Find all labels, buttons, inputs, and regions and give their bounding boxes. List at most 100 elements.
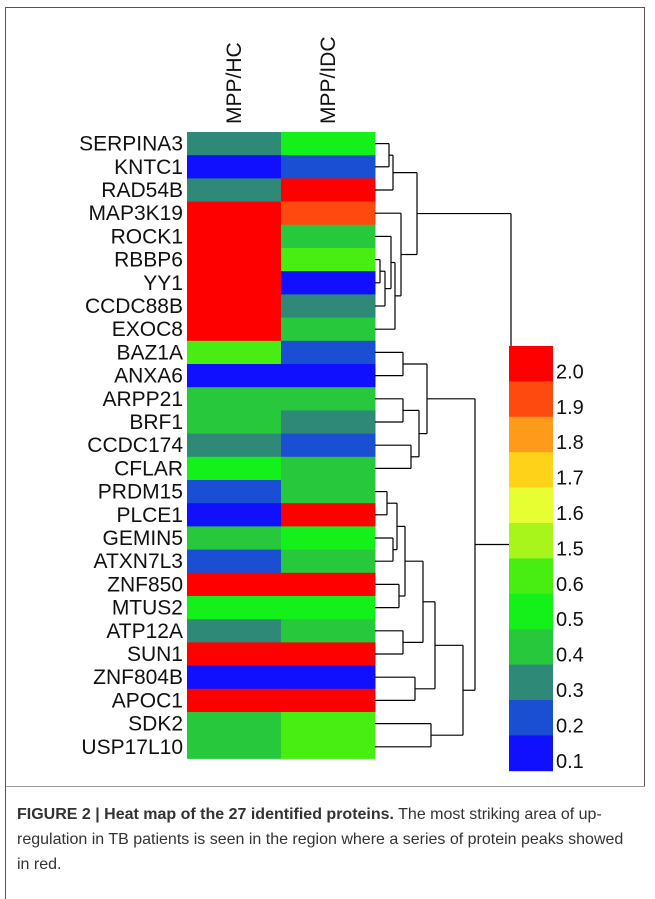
heatmap-cell — [281, 271, 376, 295]
legend-label: 1.8 — [556, 432, 584, 454]
legend-label: 1.6 — [556, 503, 584, 525]
caption-label: FIGURE 2 | Heat map of the 27 identified… — [17, 806, 394, 823]
heatmap-cell — [187, 132, 282, 156]
row-label: ZNF850 — [107, 573, 183, 596]
row-label: ANXA6 — [114, 365, 183, 388]
heatmap-cell — [187, 665, 282, 690]
heatmap-cell — [281, 480, 376, 504]
row-label: ATP12A — [106, 620, 183, 643]
heatmap-cell — [187, 178, 282, 203]
heatmap-cell — [187, 387, 282, 411]
heatmap-cell — [281, 340, 376, 365]
caption-divider — [5, 786, 645, 787]
legend-swatch — [509, 381, 553, 418]
heatmap-cell — [281, 688, 376, 713]
heatmap-cell — [281, 294, 376, 319]
heatmap-cell — [281, 596, 376, 620]
heatmap-cell — [281, 549, 376, 574]
legend-swatch — [509, 593, 553, 630]
row-label: GEMIN5 — [102, 527, 183, 550]
legend-label: 0.1 — [556, 751, 584, 773]
caption-text: The most striking area of up-regulation … — [17, 806, 624, 873]
heatmap-cell — [187, 480, 282, 504]
row-label: BAZ1A — [116, 341, 183, 364]
heatmap-cell — [281, 456, 376, 481]
heatmap-chart: SERPINA3KNTC1RAD54BMAP3K19ROCK1RBBP6YY1C… — [79, 36, 584, 773]
row-label: SDK2 — [128, 713, 183, 736]
heatmap-cell — [281, 178, 376, 203]
heatmap-cell — [187, 572, 282, 597]
legend-swatch — [509, 523, 553, 559]
legend-swatch — [509, 487, 553, 524]
row-label: CCDC88B — [85, 295, 183, 318]
heatmap-cell — [187, 201, 282, 226]
heatmap-cell — [187, 410, 282, 435]
row-label: ZNF804B — [93, 666, 183, 689]
heatmap-cell — [187, 688, 282, 713]
heatmap-cell — [187, 433, 282, 458]
legend-swatch — [509, 416, 553, 453]
heatmap-cell — [187, 456, 282, 481]
heatmap-cell — [281, 387, 376, 411]
heatmap-cell — [281, 665, 376, 690]
row-label: MAP3K19 — [88, 202, 183, 225]
heatmap-cell — [187, 271, 282, 295]
legend-label: 0.2 — [556, 715, 584, 737]
heatmap-cell — [281, 619, 376, 643]
heatmap-cell — [187, 155, 282, 179]
heatmap-cell — [187, 224, 282, 249]
legend-label: 0.5 — [556, 609, 584, 631]
heatmap-cell — [187, 712, 282, 736]
heatmap-cell — [281, 503, 376, 527]
legend-label: 1.9 — [556, 397, 584, 419]
legend-label: 0.6 — [556, 574, 584, 596]
legend-swatch — [509, 452, 553, 488]
row-label: RBBP6 — [114, 249, 183, 272]
row-label: ATXN7L3 — [94, 550, 184, 573]
legend-label: 1.5 — [556, 538, 584, 560]
heatmap-cell — [187, 735, 282, 759]
column-label: MPP/HC — [223, 42, 246, 124]
heatmap-cell — [187, 340, 282, 365]
row-label: ROCK1 — [111, 225, 183, 248]
heatmap-cell — [187, 549, 282, 574]
legend-label: 1.7 — [556, 468, 584, 490]
heatmap-cell — [281, 248, 376, 272]
heatmap-cell — [281, 155, 376, 179]
row-label: CFLAR — [114, 457, 183, 480]
heatmap-cell — [281, 642, 376, 667]
legend-swatch — [509, 664, 553, 701]
row-label: YY1 — [143, 272, 183, 295]
row-label: ARPP21 — [102, 388, 183, 411]
heatmap-cell — [281, 132, 376, 156]
figure-frame — [5, 7, 645, 787]
heatmap-cell — [187, 503, 282, 527]
row-label: USP17L10 — [81, 736, 183, 759]
heatmap-cell — [281, 526, 376, 551]
heatmap-cell — [281, 364, 376, 388]
row-label: MTUS2 — [112, 597, 183, 620]
heatmap-cell — [281, 201, 376, 226]
row-label: CCDC174 — [87, 434, 183, 457]
heatmap-cell — [187, 248, 282, 272]
heatmap-cell — [281, 410, 376, 435]
row-label: SERPINA3 — [79, 133, 183, 156]
row-label: PLCE1 — [116, 504, 183, 527]
legend-swatch — [509, 346, 553, 382]
legend-label: 0.4 — [556, 645, 584, 667]
legend-label: 0.3 — [556, 680, 584, 702]
heatmap-cell — [187, 364, 282, 388]
row-label: SUN1 — [127, 643, 183, 666]
row-label: KNTC1 — [114, 156, 183, 179]
heatmap-cell — [281, 224, 376, 249]
heatmap-cell — [187, 596, 282, 620]
heatmap-cell — [187, 619, 282, 643]
legend-swatch — [509, 629, 553, 665]
figure-caption: FIGURE 2 | Heat map of the 27 identified… — [17, 802, 637, 877]
row-label: RAD54B — [101, 179, 183, 202]
column-label: MPP/IDC — [317, 36, 340, 124]
legend-swatch — [509, 700, 553, 736]
heatmap-cell — [281, 433, 376, 458]
row-label: BRF1 — [129, 411, 183, 434]
row-label: PRDM15 — [98, 481, 183, 504]
